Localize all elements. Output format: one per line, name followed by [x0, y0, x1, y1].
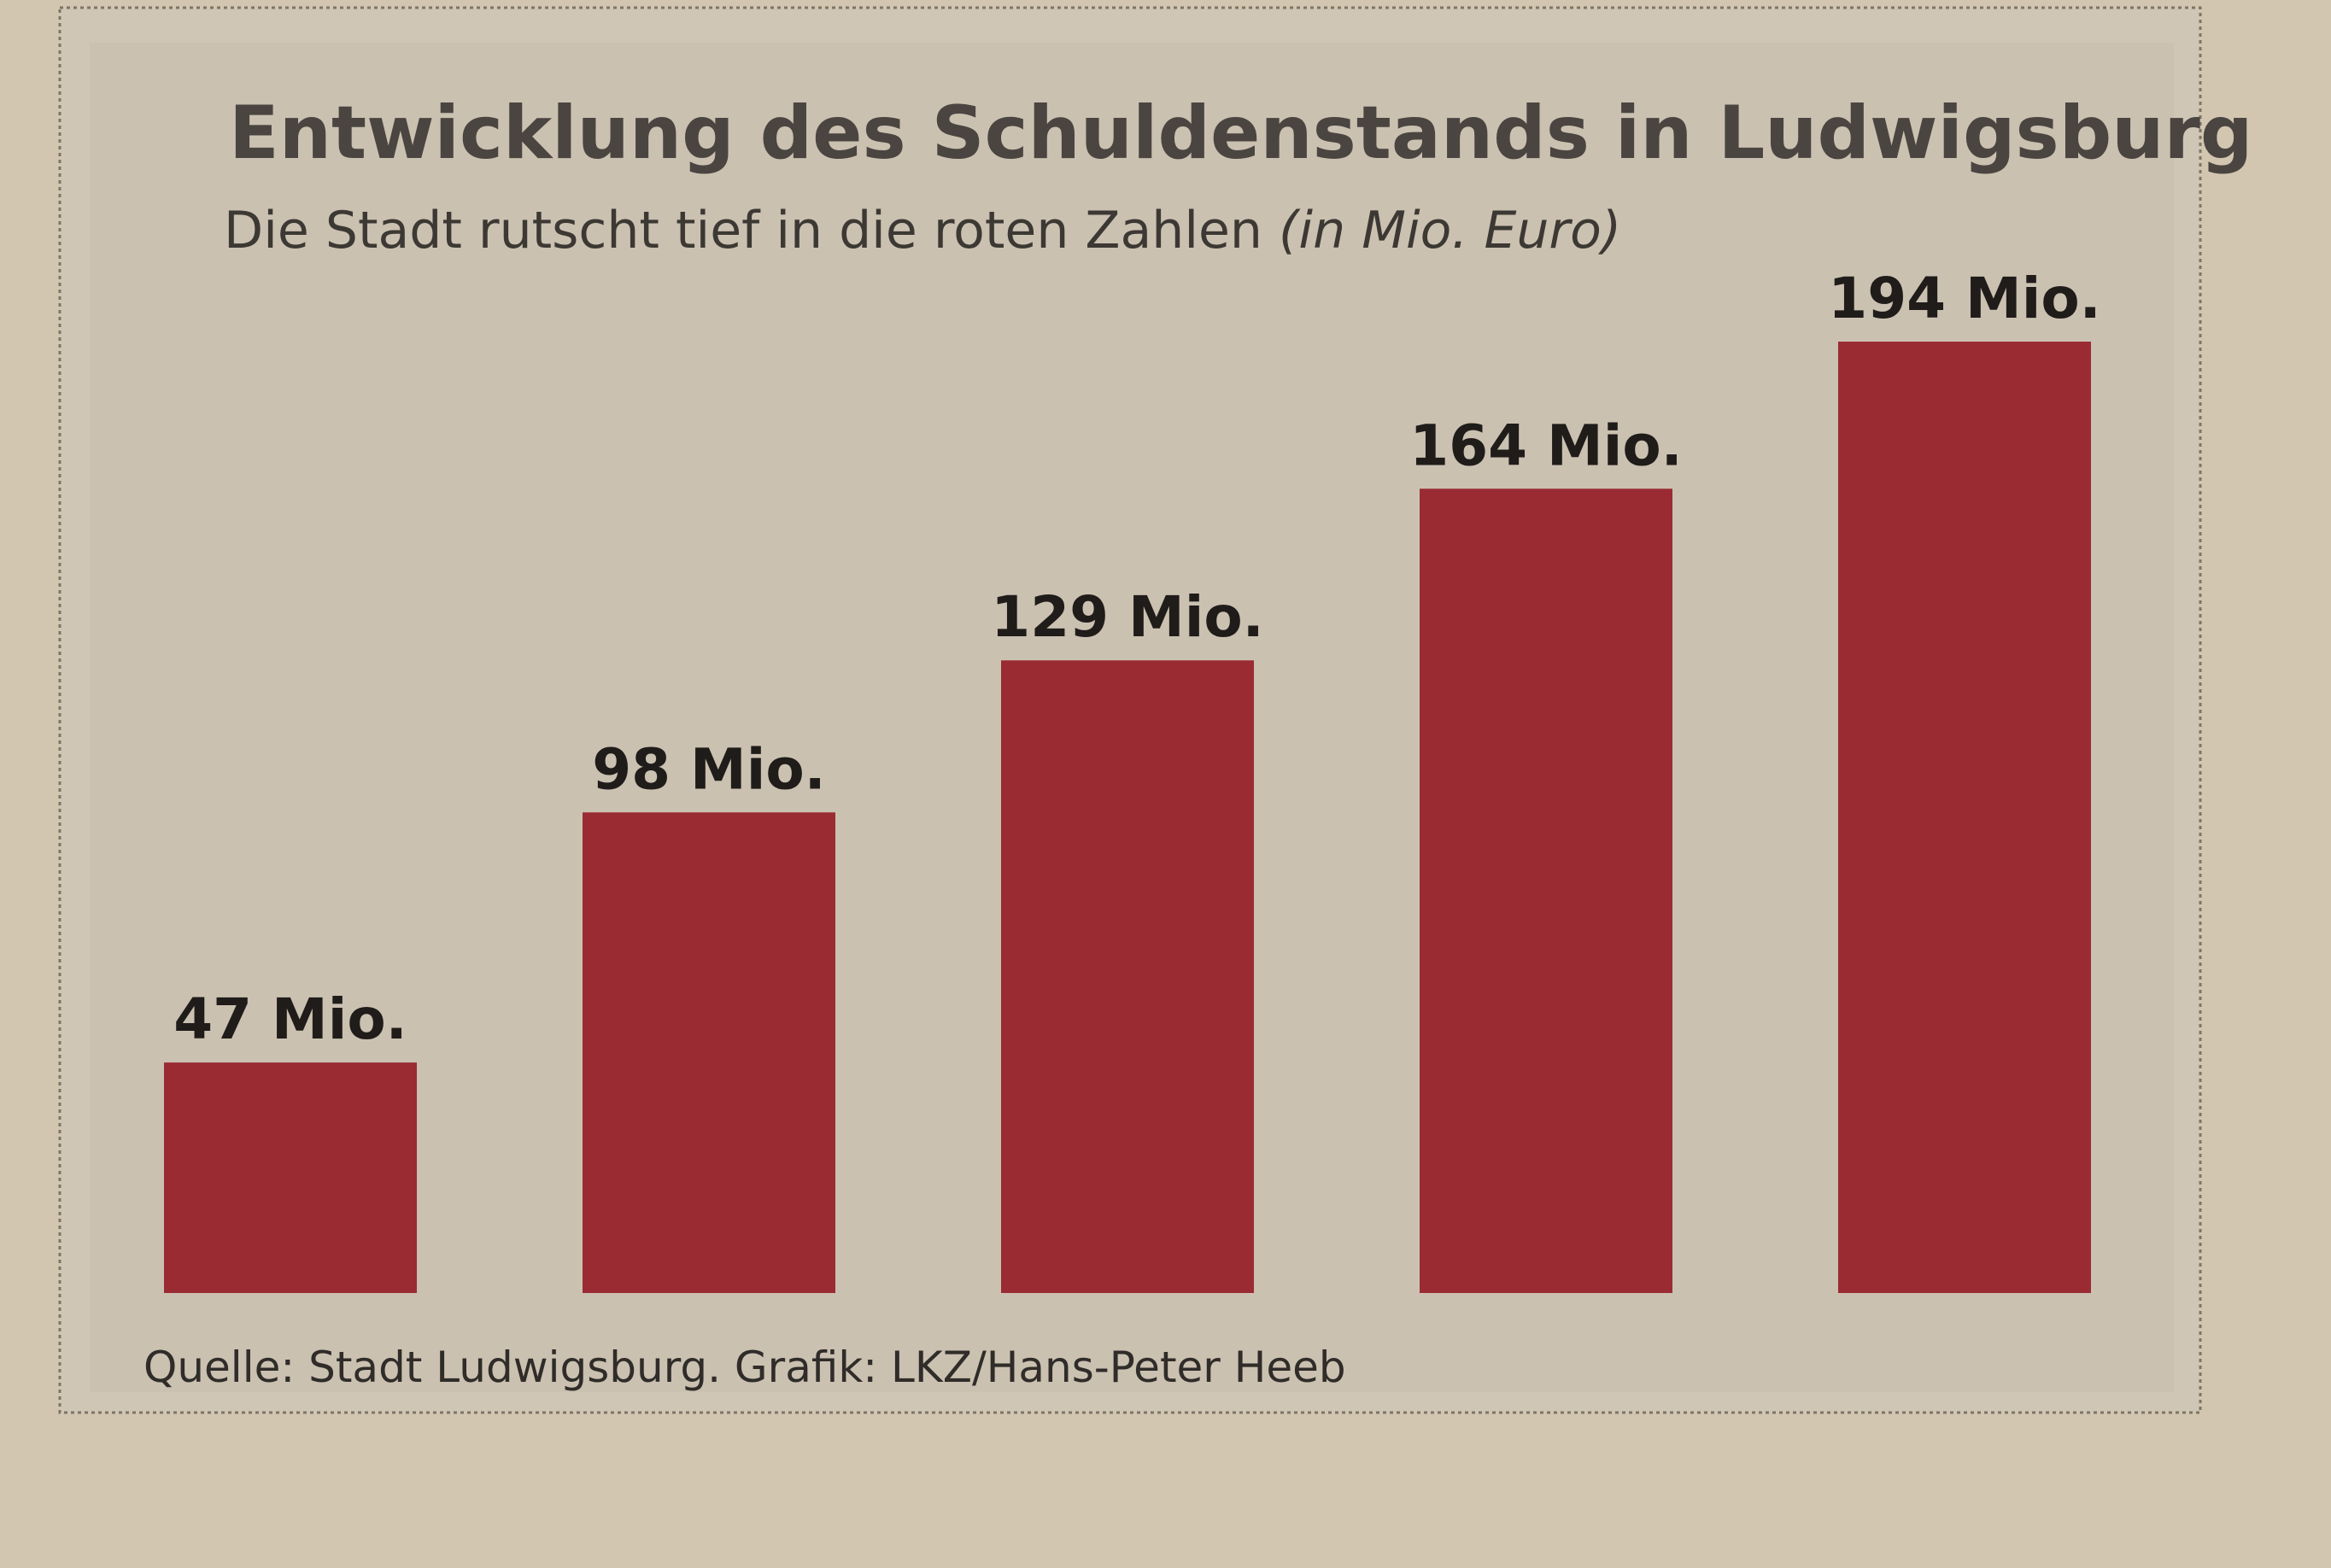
source-note: Quelle: Stadt Ludwigsburg. Grafik: LKZ/H…: [143, 1343, 1346, 1392]
bar: [1420, 489, 1672, 1293]
value-label: 194 Mio.: [1828, 266, 2100, 331]
bar: [164, 1062, 417, 1293]
value-label: 47 Mio.: [173, 986, 407, 1052]
unit-note: (in Mio. Euro): [1279, 201, 1621, 260]
value-label: 129 Mio.: [991, 584, 1263, 650]
chart-subtitle: Die Stadt rutscht tief in die roten Zahl…: [224, 201, 1621, 260]
bar: [1001, 660, 1254, 1293]
subtitle-text: Die Stadt rutscht tief in die roten Zahl…: [224, 201, 1262, 260]
bar: [1838, 342, 2091, 1293]
bar: [583, 812, 835, 1293]
value-label: 98 Mio.: [592, 736, 826, 802]
chart-title: Entwicklung des Schuldenstands in Ludwig…: [229, 91, 2253, 176]
value-label: 164 Mio.: [1409, 412, 1682, 478]
